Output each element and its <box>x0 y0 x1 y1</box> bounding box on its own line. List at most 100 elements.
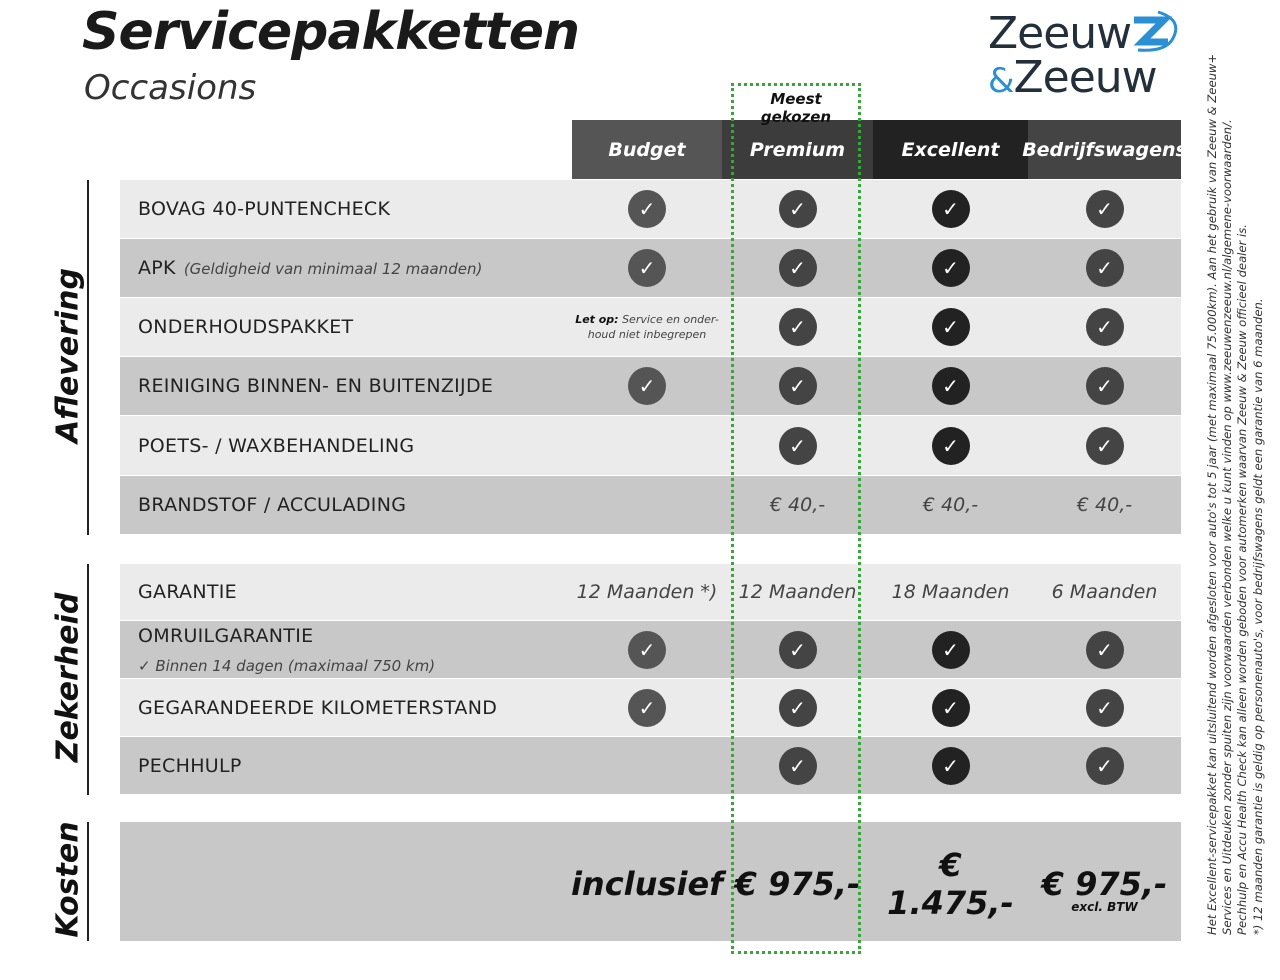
price: € 1.475,- <box>887 845 1014 922</box>
row-label-text: POETS- / WAXBEHANDELING <box>138 434 415 457</box>
table-row: OMRUILGARANTIE ✓ Binnen 14 dagen (maximaa… <box>120 621 1181 678</box>
table-row: BOVAG 40-PUNTENCHECK ✓ ✓ ✓ ✓ <box>120 180 1181 238</box>
excl-btw: excl. BTW <box>1071 900 1138 914</box>
cell: ✓ <box>722 679 873 736</box>
table-row: PECHHULP ✓ ✓ ✓ <box>120 737 1181 794</box>
cell: ✓ <box>1028 416 1181 475</box>
price: inclusief <box>570 864 724 903</box>
logo-ampersand: & <box>988 61 1014 101</box>
cell-value: 6 Maanden <box>1051 581 1158 603</box>
check-icon: ✓ <box>1085 426 1124 465</box>
check-icon: ✓ <box>778 367 817 405</box>
cell: ✓ <box>722 239 873 297</box>
check-icon: ✓ <box>931 308 970 346</box>
row-sublabel: (Geldigheid van minimaal 12 maanden) <box>183 260 483 278</box>
zeeuw-zeeuw-logo: Zeeuw &Zeeuw <box>988 8 1188 103</box>
check-icon: ✓ <box>778 249 817 287</box>
disclaimer-line: Services en Uitdeuken zonder spuiten zij… <box>1220 119 1235 935</box>
cell: ✓ <box>1028 357 1181 415</box>
row-label: BOVAG 40-PUNTENCHECK <box>138 198 390 220</box>
table-row: POETS- / WAXBEHANDELING ✓ ✓ ✓ <box>120 416 1181 475</box>
cell: ✓ <box>873 621 1028 678</box>
check-icon: ✓ <box>628 688 666 727</box>
check-icon: ✓ <box>778 190 817 228</box>
section-divider <box>87 564 89 795</box>
page-subtitle: Occasions <box>84 68 257 108</box>
column-header-budget: Budget <box>572 120 722 179</box>
disclaimer-line: Het Excellent-servicepakket kan uitsluit… <box>1205 53 1219 935</box>
row-label-text: BRANDSTOF / ACCULADING <box>138 494 407 516</box>
row-label-text: REINIGING BINNEN- EN BUITENZIJDE <box>138 375 494 397</box>
row-label-text: ONDERHOUDSPAKKET <box>138 316 354 338</box>
cell-note: Let op: Service en onder- houd niet inbe… <box>572 298 722 356</box>
price: € 975,- <box>1041 864 1168 903</box>
check-icon: ✓ <box>931 426 970 465</box>
cell: ✓ <box>572 239 722 297</box>
cell-value: 12 Maanden <box>738 581 857 603</box>
check-icon: ✓ <box>1085 688 1124 727</box>
price: € 975,- <box>734 864 861 903</box>
check-icon: ✓ <box>931 367 970 405</box>
cell: ✓ <box>722 298 873 356</box>
cell: ✓ <box>1028 621 1181 678</box>
check-icon: ✓ <box>778 426 817 465</box>
table-row: BRANDSTOF / ACCULADING € 40,- € 40,- € 40,- <box>120 476 1181 534</box>
row-sublabel: ✓ Binnen 14 dagen (maximaal 750 km) <box>138 657 436 675</box>
row-label-text: BOVAG 40-PUNTENCHECK <box>138 198 391 220</box>
check-icon: ✓ <box>1085 190 1124 228</box>
check-icon: ✓ <box>628 367 666 405</box>
cell: ✓ <box>873 180 1028 238</box>
check-icon: ✓ <box>931 249 970 287</box>
cell: ✓ <box>873 239 1028 297</box>
check-icon: ✓ <box>628 190 666 228</box>
row-label: OMRUILGARANTIE <box>138 625 314 647</box>
check-icon: ✓ <box>931 746 970 785</box>
cell-value: 12 Maanden *) <box>576 581 718 603</box>
cell: ✓ <box>1028 737 1181 794</box>
disclaimer: Het Excellent-servicepakket kan uitsluit… <box>1205 53 1266 935</box>
cell: ✓ <box>722 180 873 238</box>
row-label: ONDERHOUDSPAKKET <box>138 316 353 338</box>
z-swoosh-icon <box>1133 10 1178 52</box>
check-icon: ✓ <box>931 688 970 727</box>
cell: ✓ <box>722 416 873 475</box>
cell: ✓ <box>873 298 1028 356</box>
row-label: GARANTIE <box>138 581 237 603</box>
check-icon: ✓ <box>1085 308 1124 346</box>
row-label-text: GEGARANDEERDE KILOMETERSTAND <box>138 696 498 719</box>
check-icon: ✓ <box>778 630 817 669</box>
cell: ✓ <box>722 621 873 678</box>
cell: ✓ <box>1028 180 1181 238</box>
section-divider <box>87 180 89 535</box>
page-title: Servicepakketten <box>82 2 580 62</box>
cell: ✓ <box>1028 298 1181 356</box>
table-row: ONDERHOUDSPAKKET Let op: Service en onder… <box>120 298 1181 356</box>
row-label: GEGARANDEERDE KILOMETERSTAND <box>138 697 497 719</box>
cell: ✓ <box>873 416 1028 475</box>
section-label-zekerheid: Zekerheid <box>50 592 86 763</box>
most-chosen-label: Meest gekozen <box>760 90 832 126</box>
cell: ✓ <box>572 621 722 678</box>
cell-value: € 40,- <box>1076 494 1133 516</box>
cell: ✓ <box>572 679 722 736</box>
check-icon: ✓ <box>778 746 817 785</box>
note-bold: Let op: <box>575 313 619 326</box>
cell: ✓ <box>572 357 722 415</box>
cost-row: inclusief € 975,- € 1.475,- € 975,- excl. BT… <box>120 822 1181 941</box>
check-icon: ✓ <box>1085 630 1124 669</box>
cell-value: 18 Maanden <box>891 581 1010 603</box>
disclaimer-line: Pechhulp en Accu Health Check kan alleen… <box>1235 224 1250 935</box>
check-icon: ✓ <box>931 190 970 228</box>
row-label-text: PECHHULP <box>138 754 242 777</box>
cell: ✓ <box>1028 239 1181 297</box>
logo-line1: Zeeuw <box>988 8 1132 59</box>
check-icon: ✓ <box>778 688 817 727</box>
row-label-text: APK <box>138 257 176 279</box>
column-header-excellent: Excellent <box>873 120 1028 179</box>
cell-value: € 40,- <box>922 494 979 516</box>
table-row: GEGARANDEERDE KILOMETERSTAND ✓ ✓ ✓ ✓ <box>120 679 1181 736</box>
table-row: REINIGING BINNEN- EN BUITENZIJDE ✓ ✓ ✓ ✓ <box>120 357 1181 415</box>
check-icon: ✓ <box>1085 746 1124 785</box>
cell: ✓ <box>1028 679 1181 736</box>
cell: ✓ <box>722 737 873 794</box>
